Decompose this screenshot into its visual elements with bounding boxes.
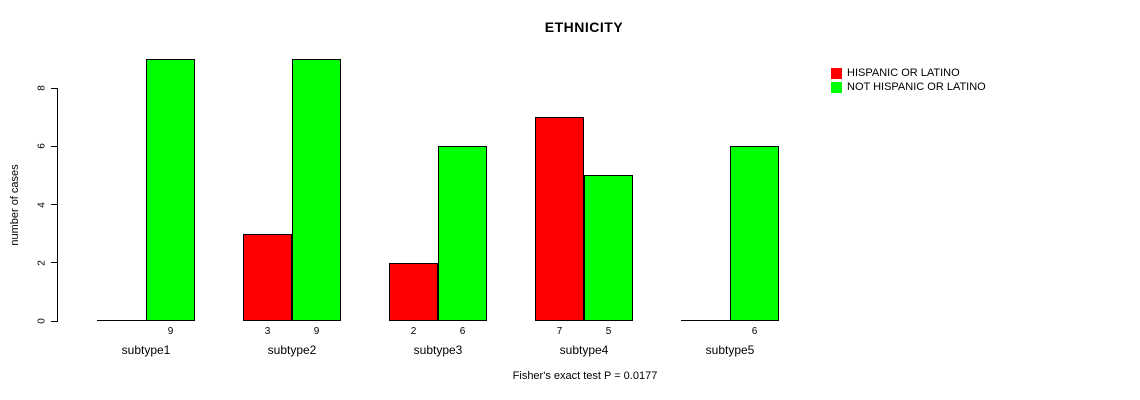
legend-label: HISPANIC OR LATINO	[847, 67, 960, 79]
x-category-label: subtype4	[559, 343, 609, 357]
y-axis-tick	[51, 145, 57, 147]
bar-value-label: 2	[410, 326, 417, 337]
bar-value-label: 6	[459, 326, 466, 337]
x-category-label: subtype1	[121, 343, 171, 357]
x-category-label: subtype5	[705, 343, 755, 357]
legend-label: NOT HISPANIC OR LATINO	[847, 81, 986, 93]
y-axis-tick-label: 2	[36, 259, 48, 266]
bar-green-subtype3	[438, 146, 487, 321]
y-axis-tick	[51, 87, 57, 89]
bar-zero-line-subtype5	[681, 320, 730, 321]
bar-red-subtype4	[535, 117, 584, 321]
x-category-label: subtype2	[267, 343, 317, 357]
legend-item-not-hispanic: NOT HISPANIC OR LATINO	[831, 80, 986, 94]
y-axis-tick-label: 8	[36, 85, 48, 91]
legend-swatch-red	[831, 67, 842, 79]
bar-value-label: 6	[751, 326, 758, 337]
bar-red-subtype2	[243, 234, 292, 321]
bar-green-subtype4	[584, 175, 633, 321]
y-axis-tick	[51, 262, 57, 264]
fisher-exact-test-annotation: Fisher's exact test P = 0.0177	[512, 370, 658, 382]
x-category-label: subtype3	[413, 343, 463, 357]
chart-title: ETHNICITY	[544, 19, 624, 35]
y-axis-tick-label: 0	[36, 318, 48, 324]
legend-item-hispanic: HISPANIC OR LATINO	[831, 66, 986, 80]
bar-value-label: 9	[167, 326, 174, 337]
bar-value-label: 3	[264, 326, 271, 337]
bar-zero-line-subtype1	[97, 320, 146, 321]
y-axis-tick-label: 4	[36, 201, 48, 208]
bar-green-subtype5	[730, 146, 779, 321]
legend: HISPANIC OR LATINO NOT HISPANIC OR LATIN…	[831, 66, 986, 94]
bar-value-label: 7	[556, 326, 563, 337]
legend-swatch-green	[831, 81, 842, 93]
y-axis-tick-label: 6	[36, 143, 48, 150]
bar-value-label: 5	[605, 326, 612, 337]
y-axis-line	[57, 88, 58, 322]
bar-value-label: 9	[313, 326, 320, 337]
y-axis-tick	[51, 204, 57, 205]
bar-red-subtype3	[389, 263, 438, 321]
y-axis-tick	[51, 320, 57, 322]
bar-green-subtype2	[292, 59, 341, 321]
bar-green-subtype1	[146, 59, 195, 321]
